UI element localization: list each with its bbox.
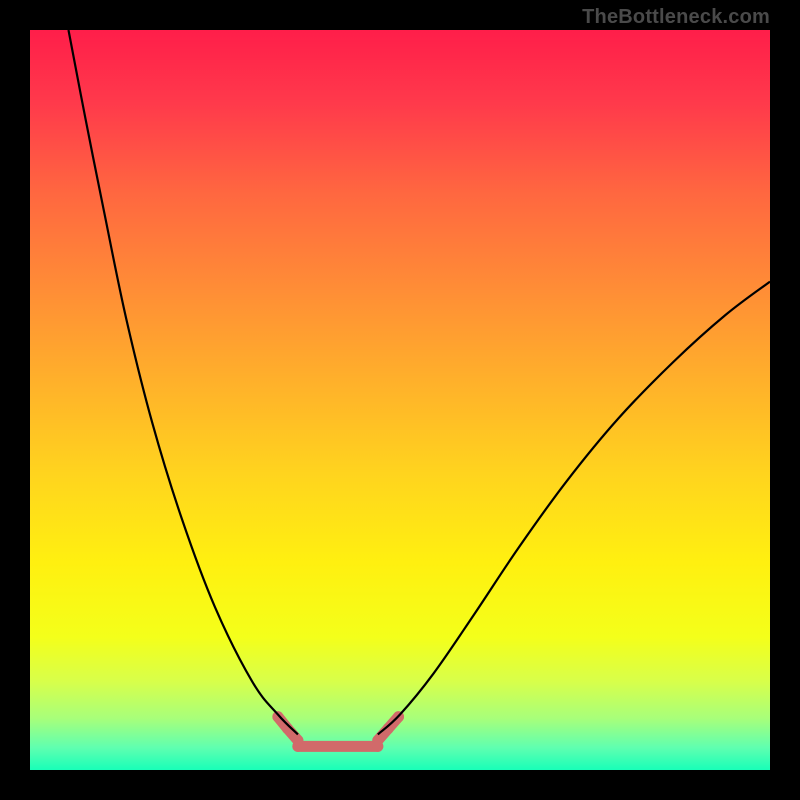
plot-area bbox=[30, 30, 770, 770]
curve-layer bbox=[30, 30, 770, 770]
valley-marker bbox=[272, 711, 404, 752]
chart-frame: TheBottleneck.com bbox=[0, 0, 800, 800]
curve-left-branch bbox=[68, 30, 297, 734]
curve-right-branch bbox=[378, 282, 770, 735]
watermark-text: TheBottleneck.com bbox=[582, 6, 770, 29]
